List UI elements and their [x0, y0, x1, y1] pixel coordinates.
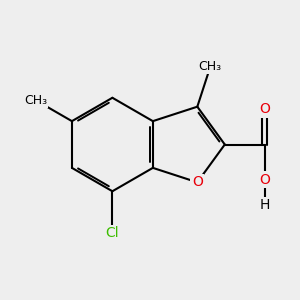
Text: Cl: Cl — [106, 226, 119, 240]
Text: CH₃: CH₃ — [199, 60, 222, 73]
Text: O: O — [192, 175, 203, 189]
Text: O: O — [259, 103, 270, 116]
Text: H: H — [259, 198, 270, 212]
Text: CH₃: CH₃ — [24, 94, 47, 106]
Text: O: O — [259, 172, 270, 187]
